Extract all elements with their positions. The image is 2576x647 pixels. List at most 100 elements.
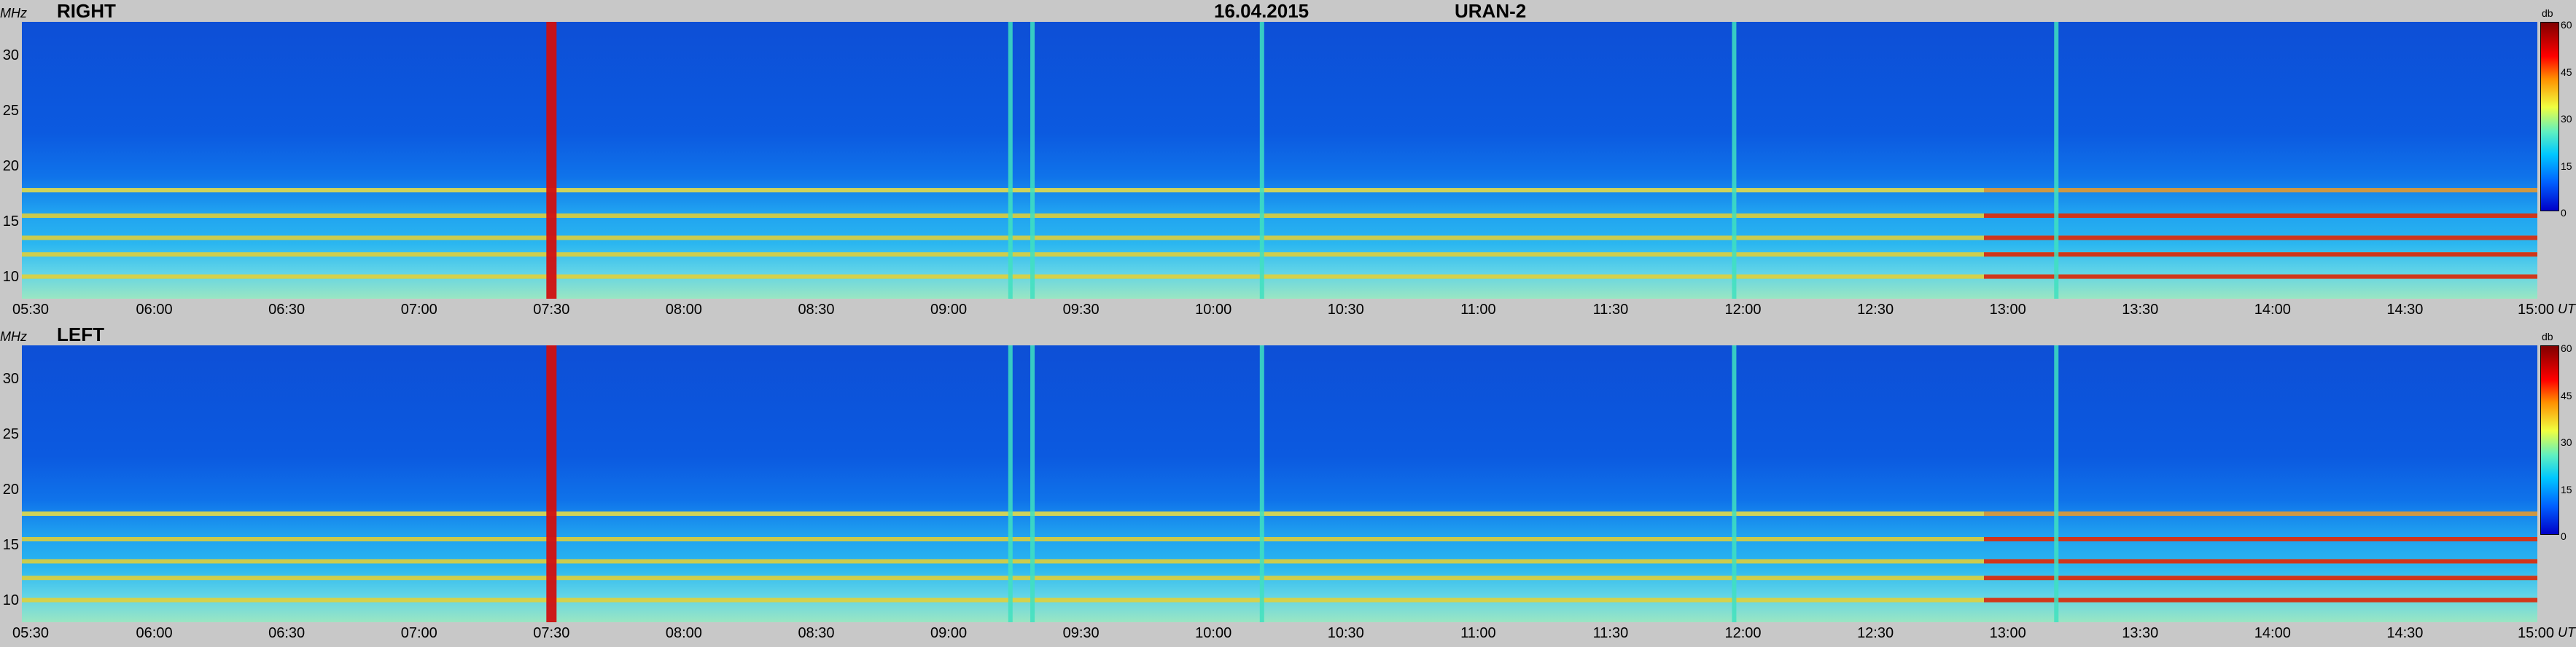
- spectrogram-overlay: [22, 22, 2537, 299]
- x-tick-label: 06:30: [268, 625, 306, 641]
- x-unit-label: UT: [2558, 625, 2575, 640]
- emission-band: [22, 188, 2537, 193]
- x-tick-label: 08:00: [665, 302, 702, 318]
- x-tick-label: 10:00: [1195, 302, 1232, 318]
- colorbar-tick-label: 15: [2561, 160, 2572, 172]
- emission-band-intense: [1984, 188, 2537, 193]
- colorbar-tick-label: 30: [2561, 436, 2572, 448]
- y-tick-label: 15: [2, 213, 19, 230]
- colorbar-unit-label: db: [2542, 7, 2553, 19]
- x-tick-label: 08:30: [798, 302, 835, 318]
- y-unit-label: MHz: [0, 329, 27, 344]
- emission-band: [22, 537, 2537, 541]
- x-tick-label: 14:30: [2386, 302, 2424, 318]
- x-tick-label: 11:30: [1592, 625, 1629, 641]
- burst-column: [1008, 22, 1013, 299]
- burst-column: [1008, 345, 1013, 622]
- burst-column: [2054, 345, 2059, 622]
- x-tick-label: 13:00: [1989, 302, 2026, 318]
- x-tick-label: 10:30: [1327, 302, 1364, 318]
- spectrogram-overlay: [22, 345, 2537, 622]
- x-tick-label: 11:30: [1592, 302, 1629, 318]
- x-tick-label: 13:30: [2122, 625, 2159, 641]
- y-unit-label: MHz: [0, 6, 27, 20]
- y-tick-label: 30: [2, 370, 19, 387]
- y-tick-label: 20: [2, 481, 19, 498]
- y-tick-label: 10: [2, 592, 19, 608]
- burst-column: [1732, 22, 1737, 299]
- colorbar: [2540, 345, 2559, 535]
- y-tick-label: 20: [2, 157, 19, 174]
- y-tick-label: 15: [2, 536, 19, 553]
- x-tick-label: 12:00: [1724, 302, 1762, 318]
- burst-column: [1259, 345, 1264, 622]
- colorbar-tick-label: 60: [2561, 19, 2572, 31]
- date-label: 16.04.2015: [1214, 0, 1310, 22]
- x-tick-label: 12:30: [1857, 625, 1894, 641]
- x-tick-label: 06:00: [136, 302, 173, 318]
- colorbar-tick-label: 15: [2561, 483, 2572, 495]
- x-tick-label: 05:30: [12, 302, 50, 318]
- x-tick-label: 09:30: [1062, 625, 1100, 641]
- emission-band-intense: [1984, 274, 2537, 279]
- x-tick-label: 12:00: [1724, 625, 1762, 641]
- x-tick-label: 08:30: [798, 625, 835, 641]
- x-tick-label: 06:30: [268, 302, 306, 318]
- emission-band: [22, 274, 2537, 279]
- y-tick-label: 25: [2, 426, 19, 442]
- emission-band: [22, 597, 2537, 603]
- y-tick-label: 25: [2, 102, 19, 119]
- x-tick-label: 10:30: [1327, 625, 1364, 641]
- burst-column: [546, 22, 557, 299]
- spectrogram-plot: [22, 22, 2537, 299]
- x-tick-label: 11:00: [1460, 302, 1496, 318]
- x-tick-label: 07:00: [400, 302, 437, 318]
- channel-label: LEFT: [57, 324, 104, 345]
- colorbar: [2540, 22, 2559, 211]
- burst-column: [1030, 345, 1035, 622]
- x-tick-label: 15:00: [2517, 625, 2555, 641]
- y-tick-label: 30: [2, 47, 19, 63]
- x-tick-label: 11:00: [1460, 625, 1496, 641]
- burst-column: [1259, 22, 1264, 299]
- colorbar-tick-label: 45: [2561, 389, 2572, 401]
- emission-band-intense: [1984, 235, 2537, 240]
- x-tick-label: 15:00: [2517, 302, 2555, 318]
- x-tick-label: 06:00: [136, 625, 173, 641]
- burst-column: [1732, 345, 1737, 622]
- x-tick-label: 14:00: [2254, 625, 2291, 641]
- x-tick-label: 13:00: [1989, 625, 2026, 641]
- y-tick-label: 10: [2, 268, 19, 285]
- x-tick-label: 08:00: [665, 625, 702, 641]
- burst-column: [1030, 22, 1035, 299]
- colorbar-tick-label: 45: [2561, 66, 2572, 78]
- instrument-label: URAN-2: [1455, 0, 1527, 22]
- colorbar-tick-label: 0: [2561, 207, 2567, 219]
- spectrogram-panel-right: MHz RIGHT 16.04.2015 URAN-2 30 25 20 15 10 0…: [0, 0, 2575, 318]
- colorbar-unit-label: db: [2542, 331, 2553, 342]
- emission-band-intense: [1984, 576, 2537, 581]
- emission-band: [22, 252, 2537, 257]
- x-tick-label: 09:30: [1062, 302, 1100, 318]
- x-tick-label: 07:30: [533, 625, 570, 641]
- x-tick-label: 12:30: [1857, 302, 1894, 318]
- spectrogram-plot: [22, 345, 2537, 622]
- x-tick-label: 07:30: [533, 302, 570, 318]
- colorbar-tick-label: 0: [2561, 530, 2567, 542]
- x-tick-label: 10:00: [1195, 625, 1232, 641]
- emission-band: [22, 235, 2537, 240]
- emission-band-intense: [1984, 597, 2537, 603]
- emission-band-intense: [1984, 213, 2537, 218]
- x-tick-label: 14:30: [2386, 625, 2424, 641]
- x-unit-label: UT: [2558, 302, 2575, 316]
- burst-column: [546, 345, 557, 622]
- emission-band: [22, 576, 2537, 581]
- x-tick-label: 14:00: [2254, 302, 2291, 318]
- spectrogram-panel-left: MHz LEFT 30 25 20 15 10 05:30 06:00 06:30 07:00…: [0, 324, 2576, 647]
- emission-band-intense: [1984, 252, 2537, 257]
- emission-band: [22, 213, 2537, 218]
- emission-band: [22, 559, 2537, 564]
- emission-band-intense: [1984, 537, 2537, 541]
- channel-label: RIGHT: [57, 0, 116, 22]
- x-tick-label: 13:30: [2122, 302, 2159, 318]
